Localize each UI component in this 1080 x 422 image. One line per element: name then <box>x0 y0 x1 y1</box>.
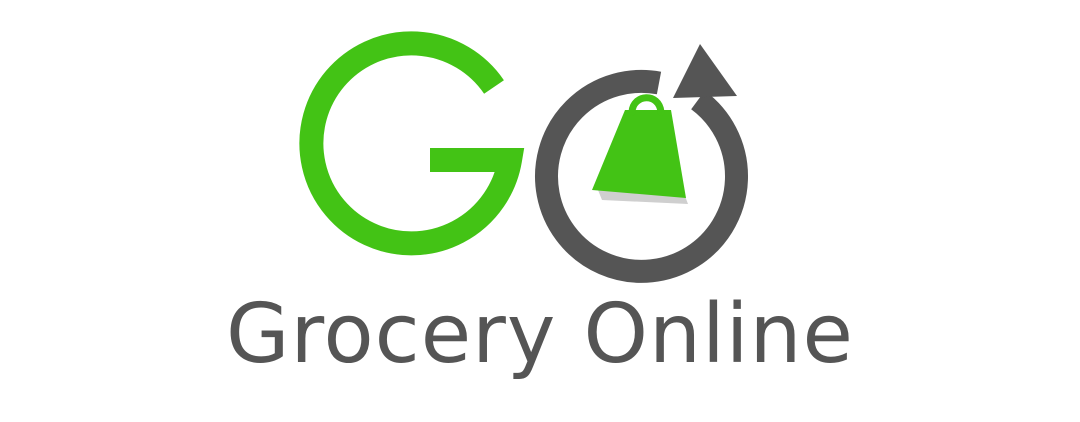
go-monogram <box>299 31 748 283</box>
bag-handle-icon <box>628 94 665 116</box>
letter-g-mark <box>299 31 525 256</box>
arrow-head-icon <box>673 44 737 98</box>
refresh-arrow-icon <box>535 69 748 283</box>
shopping-bag-shadow-icon <box>598 190 688 204</box>
shopping-bag-icon <box>592 110 686 198</box>
wordmark: Grocery Online <box>226 287 854 382</box>
